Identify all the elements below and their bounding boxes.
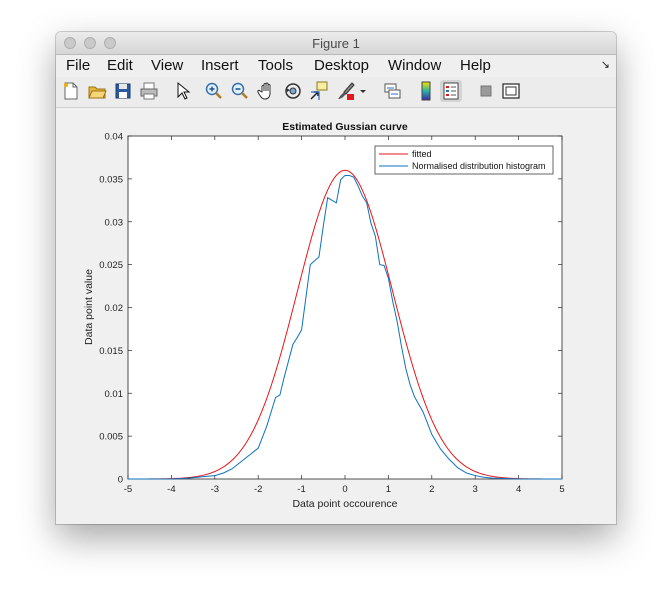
series-line-fitted[interactable]: [128, 169, 562, 480]
brush-icon[interactable]: [335, 80, 357, 102]
legend-label-histogram: Normalised distribution histogram: [412, 161, 546, 171]
y-tick-label: 0.025: [99, 260, 123, 271]
menu-help[interactable]: Help: [460, 57, 491, 74]
y-axis: 0 0.005 0.01 0.015 0.02 0.025 0.03 0.035 0.04: [99, 132, 562, 486]
y-tick-label: 0.035: [99, 174, 123, 185]
open-file-icon[interactable]: [86, 80, 108, 102]
close-window-button[interactable]: [64, 37, 76, 49]
brush-dropdown-icon[interactable]: [357, 80, 369, 102]
insert-colorbar-icon[interactable]: [415, 80, 437, 102]
zoom-out-icon[interactable]: [229, 80, 251, 102]
legend-label-fitted: fitted: [412, 149, 432, 159]
y-axis-label: Data point value: [83, 269, 95, 345]
menu-window[interactable]: Window: [388, 57, 442, 74]
menu-overflow-arrow-icon[interactable]: ↘: [600, 59, 610, 71]
window-title: Figure 1: [312, 36, 360, 51]
pan-icon[interactable]: [256, 80, 278, 102]
insert-legend-icon[interactable]: [440, 80, 462, 102]
plot-svg: Estimated Gussian curve -5 -4 -3 -2 -1 0 1 2 3 4 5…: [83, 121, 565, 510]
y-tick-label: 0.03: [105, 217, 124, 228]
y-tick-label: 0.015: [99, 346, 123, 357]
x-tick-label: 1: [386, 484, 391, 495]
menu-file[interactable]: File: [66, 57, 91, 74]
x-tick-label: -1: [297, 484, 305, 495]
x-tick-label: -3: [211, 484, 219, 495]
print-icon[interactable]: [138, 80, 160, 102]
x-tick-label: -5: [124, 484, 132, 495]
x-axis-label: Data point occourence: [292, 498, 397, 510]
series-layer: [128, 169, 562, 480]
x-tick-label: -2: [254, 484, 262, 495]
x-tick-label: 5: [559, 484, 564, 495]
menu-desktop[interactable]: Desktop: [314, 57, 370, 74]
y-tick-label: 0.005: [99, 432, 123, 443]
hide-plot-tools-icon[interactable]: [475, 80, 497, 102]
menu-edit[interactable]: Edit: [107, 57, 133, 74]
y-tick-label: 0.02: [105, 303, 124, 314]
x-axis: -5 -4 -3 -2 -1 0 1 2 3 4 5: [124, 136, 565, 495]
edit-plot-icon[interactable]: [171, 80, 193, 102]
maximize-window-button[interactable]: [104, 37, 116, 49]
chart-title: Estimated Gussian curve: [282, 121, 408, 133]
menu-tools[interactable]: Tools: [258, 57, 294, 74]
new-figure-icon[interactable]: [60, 80, 82, 102]
data-cursor-icon[interactable]: [308, 80, 330, 102]
figure-toolbar: [56, 77, 616, 108]
x-tick-label: 4: [516, 484, 521, 495]
rotate-3d-icon[interactable]: [282, 80, 304, 102]
x-tick-label: 0: [342, 484, 347, 495]
x-tick-label: -4: [167, 484, 175, 495]
menu-view[interactable]: View: [151, 57, 184, 74]
figure-window: Figure 1 File Edit View Insert Tools Des…: [56, 32, 616, 524]
series-line-histogram[interactable]: [128, 174, 562, 480]
x-tick-label: 3: [473, 484, 478, 495]
legend-box[interactable]: [374, 145, 554, 175]
save-icon[interactable]: [112, 80, 134, 102]
legend[interactable]: fitted Normalised distribution histogram: [374, 145, 554, 175]
y-tick-label: 0: [118, 475, 123, 486]
link-plot-icon[interactable]: [381, 80, 403, 102]
y-tick-label: 0.04: [105, 132, 124, 143]
axes-box[interactable]: [127, 135, 563, 480]
minimize-window-button[interactable]: [84, 37, 96, 49]
zoom-in-icon[interactable]: [203, 80, 225, 102]
y-tick-label: 0.01: [105, 389, 124, 400]
menu-insert[interactable]: Insert: [201, 57, 239, 74]
figure-canvas: Estimated Gussian curve -5 -4 -3 -2 -1 0 1 2 3 4 5…: [56, 108, 616, 524]
x-tick-label: 2: [429, 484, 434, 495]
title-bar[interactable]: Figure 1: [56, 32, 616, 55]
menu-bar: File Edit View Insert Tools Desktop Wind…: [56, 55, 616, 77]
show-plot-tools-icon[interactable]: [500, 80, 522, 102]
